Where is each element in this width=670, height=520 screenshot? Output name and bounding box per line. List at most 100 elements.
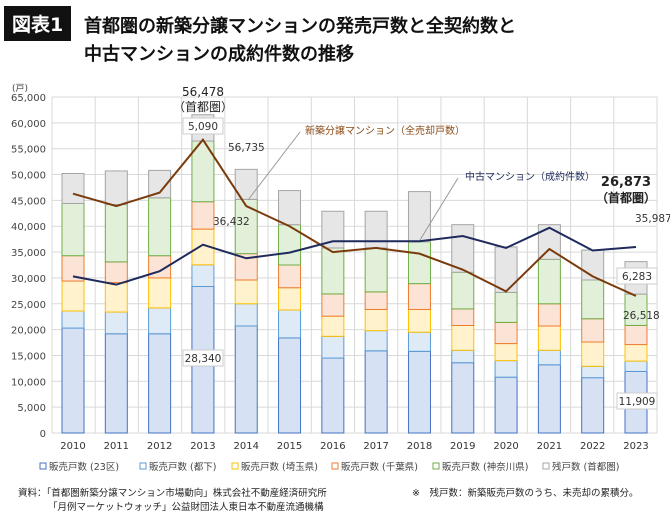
legend-swatch-4 xyxy=(432,462,440,470)
annotation-used-2023: 35,987 xyxy=(635,213,670,225)
bar-segment-2021-5 xyxy=(537,224,561,260)
bar-segment-2022-3 xyxy=(581,318,605,343)
bar-segment-2012-5 xyxy=(148,169,172,199)
bar-segment-2012-1 xyxy=(148,307,172,335)
legend-label-0: 販売戸数 (23区) xyxy=(49,461,119,473)
bar-segment-2013-1 xyxy=(191,264,215,288)
annotation-total-2013: 56,478 xyxy=(182,85,224,99)
x-tick-label: 2015 xyxy=(277,441,302,452)
bar-segment-2015-1 xyxy=(278,309,302,339)
y-tick-label: 20,000 xyxy=(11,326,46,337)
source-line-1: 資料：「首都圏新築分譲マンション市場動向」株式会社不動産経済研究所 xyxy=(18,488,327,499)
bar-segment-2018-1 xyxy=(407,331,431,352)
y-tick-label: 10,000 xyxy=(11,377,46,388)
bar-segment-2019-4 xyxy=(451,271,475,310)
bar-segment-2014-1 xyxy=(234,303,258,327)
bar-segment-2011-0 xyxy=(104,333,128,434)
bar-segment-2011-3 xyxy=(104,261,128,284)
bar-segment-2020-5 xyxy=(494,246,518,293)
x-tick-label: 2022 xyxy=(580,441,605,452)
bar-segment-2010-4 xyxy=(61,202,85,257)
legend-label-3: 販売戸数 (千葉県) xyxy=(341,461,418,473)
y-tick-label: 55,000 xyxy=(11,145,46,156)
annotation-zan-2023-box xyxy=(616,267,658,285)
bar-segment-2016-3 xyxy=(321,293,345,317)
bar-segment-2017-3 xyxy=(364,291,388,310)
y-tick-label: 0 xyxy=(40,429,46,440)
bar-segment-2020-1 xyxy=(494,360,518,378)
x-tick-label: 2011 xyxy=(104,441,129,452)
y-tick-label: 45,000 xyxy=(11,196,46,207)
annotation-zan-2013-box xyxy=(182,117,224,135)
bar-segment-2014-0 xyxy=(234,325,258,434)
x-tick-label: 2014 xyxy=(234,441,259,452)
footnote: ※ 残戸数：新築販売戸数のうち、未売却の累積分。 xyxy=(412,488,639,499)
bar-segment-2016-4 xyxy=(321,247,345,295)
y-tick-label: 35,000 xyxy=(11,248,46,259)
bar-segment-2010-2 xyxy=(61,280,85,312)
bar-segment-2011-2 xyxy=(104,282,128,313)
annotation-new-2013: 56,735 xyxy=(228,142,265,154)
legend-swatch-5 xyxy=(542,462,550,470)
bar-segment-2022-1 xyxy=(581,365,605,379)
title-line-2: 中古マンションの成約件数の推移 xyxy=(84,44,354,65)
bar-segment-2017-4 xyxy=(364,247,388,293)
annotation-ku-2023-box xyxy=(616,392,658,410)
x-tick-label: 2010 xyxy=(60,441,85,452)
bar-segment-2023-1 xyxy=(624,360,648,372)
legend-label-4: 販売戸数 (神奈川県) xyxy=(442,461,528,473)
bar-segment-2021-0 xyxy=(537,364,561,434)
legend-label-2: 販売戸数 (埼玉県) xyxy=(241,461,318,473)
legend-swatch-2 xyxy=(231,462,239,470)
bar-segment-2016-2 xyxy=(321,315,345,337)
legend-label-5: 残戸数 (首都圏) xyxy=(552,461,619,473)
annotation-ku-2013: 28,340 xyxy=(185,353,222,365)
x-tick-label: 2021 xyxy=(537,441,562,452)
bar-segment-2022-2 xyxy=(581,341,605,367)
bar-segment-2015-2 xyxy=(278,287,302,311)
legend-label-1: 販売戸数 (都下) xyxy=(149,461,216,473)
bar-segment-2018-0 xyxy=(407,350,431,434)
bar-segment-2017-0 xyxy=(364,350,388,434)
legend-swatch-0 xyxy=(39,462,47,470)
annotation-used-2013: 36,432 xyxy=(213,216,250,228)
x-tick-label: 2013 xyxy=(190,441,215,452)
x-tick-label: 2012 xyxy=(147,441,172,452)
bar-segment-2015-3 xyxy=(278,264,302,289)
bar-segment-2018-2 xyxy=(407,308,431,333)
bar-segment-2020-3 xyxy=(494,321,518,345)
annotation-total-2023: 26,873 xyxy=(601,175,651,190)
bar-segment-2017-1 xyxy=(364,330,388,352)
bar-segment-2013-3 xyxy=(191,201,215,230)
y-tick-label: 40,000 xyxy=(11,222,46,233)
bar-segment-2021-4 xyxy=(537,258,561,305)
bar-segment-2011-1 xyxy=(104,311,128,335)
bar-segment-2019-5 xyxy=(451,224,475,273)
annotation-ku-2013-box xyxy=(182,349,224,367)
series-line-0 xyxy=(72,138,637,297)
leader-line-new xyxy=(247,131,301,201)
bar-segment-2019-0 xyxy=(451,362,475,434)
bar-segment-2010-5 xyxy=(61,173,85,204)
y-tick-label: 15,000 xyxy=(11,351,46,362)
bar-segment-2017-5 xyxy=(364,210,388,249)
series-line-1 xyxy=(72,226,637,286)
leader-line-used xyxy=(419,177,459,241)
bar-segment-2014-2 xyxy=(234,279,258,305)
bar-segment-2010-0 xyxy=(61,327,85,434)
y-tick-label: 25,000 xyxy=(11,300,46,311)
bar-segment-2019-2 xyxy=(451,324,475,351)
bar-segment-2019-3 xyxy=(451,308,475,326)
line-label-new: 新築分譲マンション（全売却戸数） xyxy=(305,124,465,137)
bar-segment-2012-0 xyxy=(148,333,172,434)
bar-segment-2016-0 xyxy=(321,357,345,434)
legend-swatch-3 xyxy=(331,462,339,470)
source-line-2: 「月例マーケットウォッチ」公益財団法人東日本不動産流通機構 xyxy=(48,502,324,513)
bar-segment-2015-5 xyxy=(278,190,302,226)
bar-segment-2017-2 xyxy=(364,308,388,332)
x-tick-label: 2019 xyxy=(450,441,475,452)
bar-segment-2023-3 xyxy=(624,324,648,346)
x-tick-label: 2017 xyxy=(363,441,388,452)
